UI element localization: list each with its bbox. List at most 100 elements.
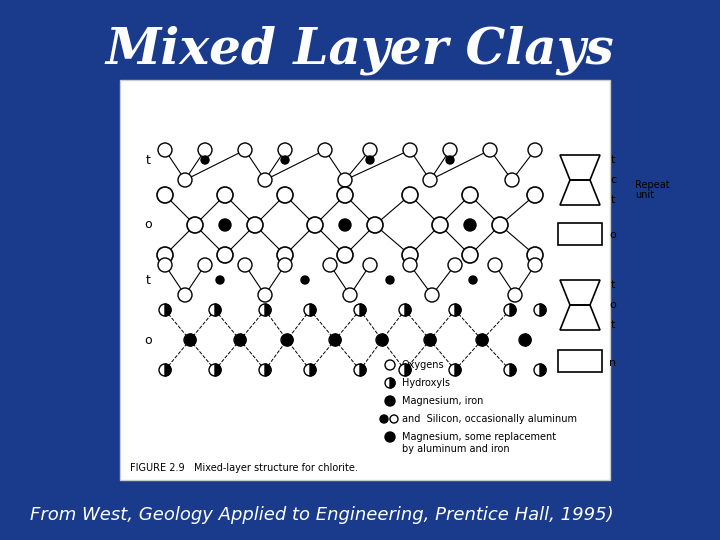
Circle shape bbox=[504, 364, 516, 376]
Circle shape bbox=[198, 258, 212, 272]
Circle shape bbox=[157, 187, 173, 203]
Text: t: t bbox=[611, 155, 615, 165]
Circle shape bbox=[178, 173, 192, 187]
Circle shape bbox=[483, 143, 497, 157]
Circle shape bbox=[234, 334, 246, 346]
Circle shape bbox=[520, 335, 530, 345]
Circle shape bbox=[399, 304, 411, 316]
Circle shape bbox=[504, 304, 516, 316]
Polygon shape bbox=[240, 334, 246, 346]
Circle shape bbox=[477, 335, 487, 345]
Polygon shape bbox=[215, 304, 221, 316]
Text: by aluminum and iron: by aluminum and iron bbox=[402, 444, 510, 454]
Circle shape bbox=[307, 217, 323, 233]
Polygon shape bbox=[165, 364, 171, 376]
Polygon shape bbox=[390, 378, 395, 388]
Circle shape bbox=[462, 187, 478, 203]
Text: Hydroxyls: Hydroxyls bbox=[402, 378, 450, 388]
Circle shape bbox=[354, 364, 366, 376]
Circle shape bbox=[424, 334, 436, 346]
Polygon shape bbox=[455, 304, 461, 316]
Text: t: t bbox=[611, 195, 615, 205]
Text: o: o bbox=[144, 219, 152, 232]
Text: and  Silicon, occasionally aluminum: and Silicon, occasionally aluminum bbox=[402, 414, 577, 424]
Circle shape bbox=[390, 415, 398, 423]
Polygon shape bbox=[335, 334, 341, 346]
Circle shape bbox=[534, 304, 546, 316]
Circle shape bbox=[343, 288, 357, 302]
Circle shape bbox=[339, 219, 351, 231]
Circle shape bbox=[258, 288, 272, 302]
Circle shape bbox=[367, 217, 383, 233]
Polygon shape bbox=[540, 364, 546, 376]
Circle shape bbox=[385, 378, 395, 388]
Polygon shape bbox=[360, 304, 366, 316]
Circle shape bbox=[281, 334, 293, 346]
FancyBboxPatch shape bbox=[120, 80, 610, 480]
Circle shape bbox=[527, 247, 543, 263]
Polygon shape bbox=[287, 334, 293, 346]
Circle shape bbox=[330, 335, 340, 345]
Bar bbox=[558, 223, 602, 245]
Circle shape bbox=[337, 187, 353, 203]
Circle shape bbox=[178, 288, 192, 302]
Text: o: o bbox=[610, 300, 616, 310]
Circle shape bbox=[488, 258, 502, 272]
Circle shape bbox=[329, 334, 341, 346]
Circle shape bbox=[469, 276, 477, 284]
Text: Mixed Layer Clays: Mixed Layer Clays bbox=[106, 25, 614, 75]
Circle shape bbox=[402, 247, 418, 263]
Circle shape bbox=[158, 258, 172, 272]
Circle shape bbox=[281, 156, 289, 164]
Circle shape bbox=[217, 187, 233, 203]
Circle shape bbox=[277, 187, 293, 203]
Circle shape bbox=[462, 247, 478, 263]
Circle shape bbox=[508, 288, 522, 302]
Circle shape bbox=[217, 247, 233, 263]
Circle shape bbox=[363, 143, 377, 157]
Circle shape bbox=[386, 276, 394, 284]
Circle shape bbox=[338, 173, 352, 187]
Text: Oxygens: Oxygens bbox=[402, 360, 445, 370]
Circle shape bbox=[184, 334, 196, 346]
Circle shape bbox=[278, 143, 292, 157]
Circle shape bbox=[304, 304, 316, 316]
Text: o: o bbox=[610, 230, 616, 240]
Circle shape bbox=[528, 143, 542, 157]
Circle shape bbox=[385, 360, 395, 370]
Circle shape bbox=[399, 364, 411, 376]
Circle shape bbox=[403, 258, 417, 272]
Circle shape bbox=[238, 258, 252, 272]
Circle shape bbox=[219, 219, 231, 231]
Circle shape bbox=[159, 304, 171, 316]
Circle shape bbox=[354, 304, 366, 316]
Circle shape bbox=[198, 143, 212, 157]
Circle shape bbox=[304, 364, 316, 376]
Circle shape bbox=[464, 219, 476, 231]
Text: t: t bbox=[145, 273, 150, 287]
Circle shape bbox=[432, 217, 448, 233]
Circle shape bbox=[425, 288, 439, 302]
Circle shape bbox=[209, 304, 221, 316]
Circle shape bbox=[247, 217, 263, 233]
Text: t: t bbox=[611, 280, 615, 290]
Polygon shape bbox=[382, 334, 388, 346]
Circle shape bbox=[301, 276, 309, 284]
Bar bbox=[558, 350, 602, 372]
Polygon shape bbox=[265, 304, 271, 316]
Polygon shape bbox=[525, 334, 531, 346]
Polygon shape bbox=[360, 364, 366, 376]
Polygon shape bbox=[190, 334, 196, 346]
Polygon shape bbox=[165, 304, 171, 316]
Circle shape bbox=[402, 187, 418, 203]
Text: t: t bbox=[611, 320, 615, 330]
Circle shape bbox=[259, 364, 271, 376]
Circle shape bbox=[528, 258, 542, 272]
Circle shape bbox=[492, 217, 508, 233]
Circle shape bbox=[209, 364, 221, 376]
Circle shape bbox=[380, 415, 388, 423]
Circle shape bbox=[449, 304, 461, 316]
Polygon shape bbox=[215, 364, 221, 376]
Circle shape bbox=[376, 334, 388, 346]
Text: Repeat: Repeat bbox=[635, 180, 670, 190]
